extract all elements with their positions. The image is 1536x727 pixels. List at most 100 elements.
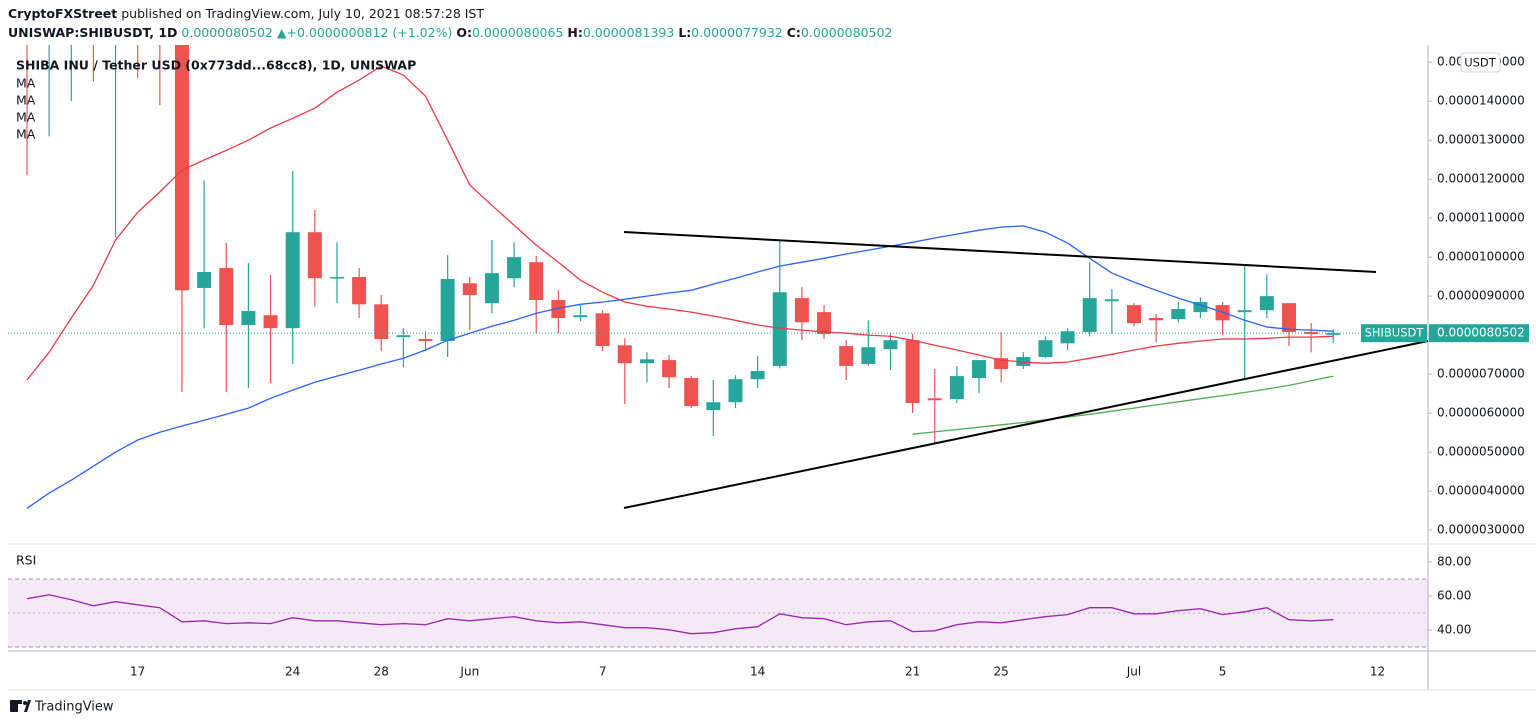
high-label: H: (567, 25, 583, 40)
candle-body (883, 340, 898, 350)
last-price-label: 0.0000080502 (1437, 326, 1525, 340)
open-value: 0.0000080065 (471, 25, 564, 40)
candle-body (1304, 332, 1319, 334)
x-tick-label: 24 (285, 665, 300, 679)
candle-body (42, 0, 56, 23)
legend-entry: MA (16, 127, 36, 142)
x-tick-label: 17 (130, 665, 145, 679)
y-tick-label: 0.0000050000 (1437, 445, 1525, 459)
y-tick-label: 0.0000090000 (1437, 289, 1525, 303)
candle-body (418, 339, 433, 341)
y-tick-label: 0.0000140000 (1437, 94, 1525, 108)
y-tick-label: 0.0000060000 (1437, 406, 1525, 420)
candle-body (1237, 310, 1252, 313)
brand: TradingView (34, 700, 114, 715)
candle-body (440, 278, 455, 341)
x-tick-label: 25 (994, 665, 1009, 679)
y-tick-label: 0.0000130000 (1437, 133, 1525, 147)
x-tick-label: 28 (374, 665, 389, 679)
candle-body (131, 0, 145, 23)
last-name: SHIBUSDT (1365, 326, 1425, 340)
candle-body (307, 232, 322, 279)
currency-box (1460, 52, 1501, 73)
y-tick-label: 0.0000120000 (1437, 172, 1525, 186)
logo-part (14, 700, 22, 704)
candle-body (1193, 301, 1208, 313)
candle-body (794, 298, 809, 323)
x-tick-label: Jul (1126, 665, 1141, 679)
last-price-box (1429, 324, 1529, 343)
candle-body (1281, 303, 1296, 333)
close-value: 0.0000080502 (800, 25, 893, 40)
candle-body (174, 45, 189, 291)
candle-body (750, 371, 765, 380)
x-tick-label: 14 (750, 665, 765, 679)
candle-body (153, 23, 167, 31)
candle-body (507, 257, 522, 279)
candle-body (927, 398, 942, 401)
x-tick-label: 21 (905, 665, 920, 679)
candle-body (639, 359, 654, 364)
candle-body (396, 335, 411, 338)
legend-entry: MA (16, 93, 36, 108)
candle-body (1104, 299, 1119, 302)
candle-body (1259, 296, 1274, 311)
author: CryptoFXStreet (8, 6, 118, 21)
candle-body (728, 379, 743, 403)
x-tick-label: 7 (599, 665, 607, 679)
candle-body (706, 402, 721, 411)
rsi-tick-label: 40.00 (1437, 622, 1471, 636)
change: +0.0000000812 (+1.02%) (286, 25, 453, 40)
candle-body (219, 268, 234, 326)
candle-body (1060, 331, 1075, 344)
candle-body (1171, 309, 1186, 320)
candle-body (484, 273, 499, 304)
candle-body (109, 0, 123, 23)
candle-body (241, 310, 256, 326)
candle-body (662, 360, 677, 378)
candle-body (595, 313, 610, 347)
candle-body (861, 347, 876, 365)
close-label: C: (786, 25, 801, 40)
low-value: 0.0000077932 (691, 25, 783, 40)
candle-body (1149, 317, 1164, 321)
candle-body (1127, 305, 1141, 324)
price-pane (8, 0, 1428, 509)
candle-body (617, 345, 632, 364)
candle-body (817, 312, 832, 334)
candle-body (1082, 298, 1097, 333)
footer: TradingView (10, 700, 114, 715)
candle-body (285, 232, 300, 329)
legend-entry: MA (16, 76, 36, 91)
last-price: 0.0000080502 (181, 25, 273, 40)
published: published on TradingView.com, July 10, 2… (121, 6, 485, 21)
x-tick-label: 12 (1370, 665, 1385, 679)
rsi-tick-label: 80.00 (1437, 554, 1471, 568)
line (26, 594, 1334, 635)
candle-body (263, 315, 278, 329)
trendline-lower (623, 340, 1429, 509)
candle-body (839, 346, 854, 366)
candle-body (529, 262, 544, 301)
high-value: 0.0000081393 (582, 25, 675, 40)
x-tick-label: 5 (1219, 665, 1227, 679)
chart-title: SHIBA INU / Tether USD (0x773dd...68cc8)… (16, 58, 416, 73)
candle-body (1326, 333, 1341, 335)
x-tick-label: Jun (459, 665, 479, 679)
candle-body (972, 360, 987, 379)
open-label: O: (456, 25, 472, 40)
currency: USDT (1464, 56, 1497, 70)
logo-part (23, 701, 27, 705)
candle-body (1038, 340, 1053, 357)
y-tick-label: 0.0000110000 (1437, 211, 1525, 225)
y-tick-label: 0.0000100000 (1437, 250, 1525, 264)
line (26, 65, 1334, 381)
candle-body (772, 292, 787, 366)
publish-line: CryptoFXStreet published on TradingView.… (8, 6, 484, 21)
change-arrow: ▲ (276, 25, 287, 40)
candle-body (573, 315, 588, 318)
candle-body (197, 271, 212, 288)
candle-body (462, 283, 477, 295)
